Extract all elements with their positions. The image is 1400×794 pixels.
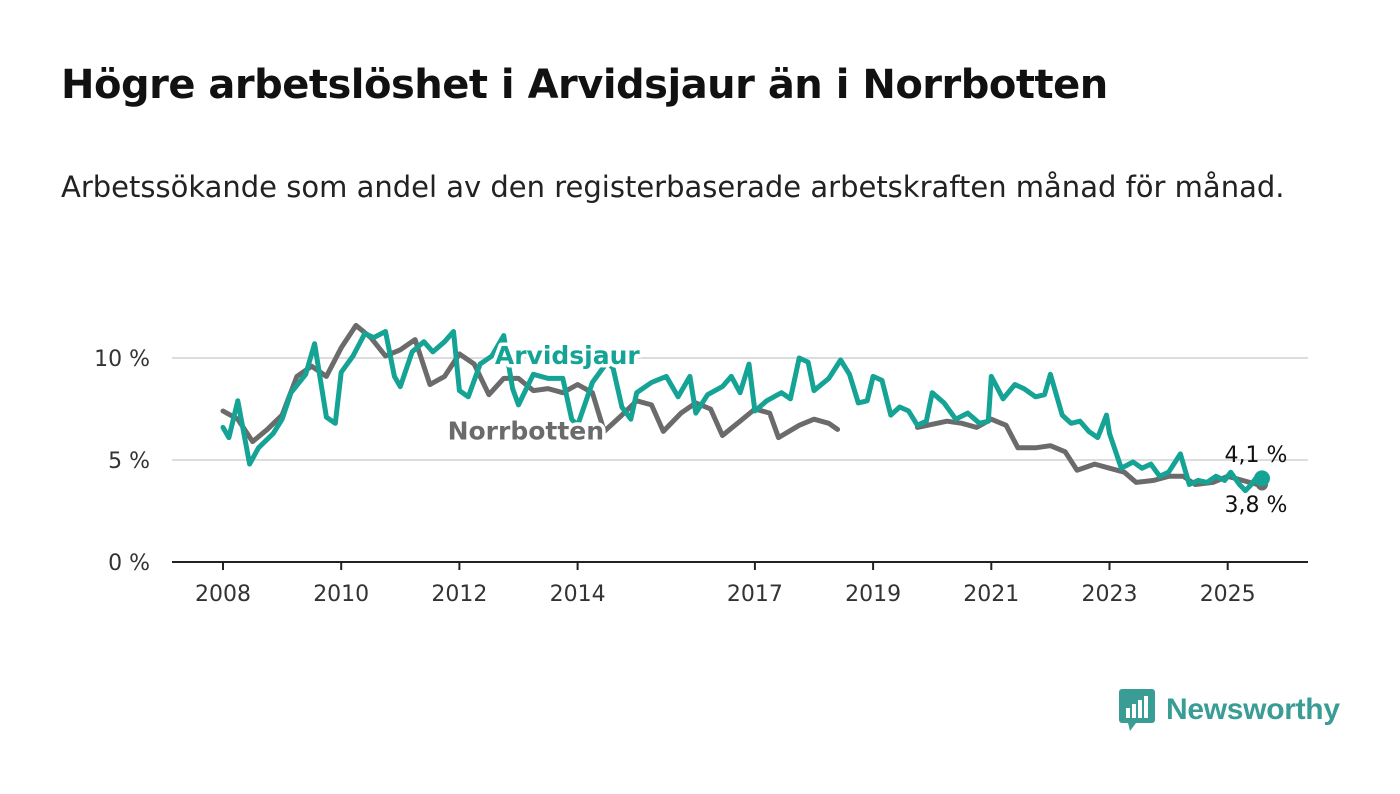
- x-tick-label: 2014: [550, 582, 606, 607]
- x-tick-label: 2010: [313, 582, 369, 607]
- series-norrbotten-line: [220, 322, 841, 445]
- series-label-norrbotten: Norrbotten: [448, 417, 604, 446]
- series-arvidsjaur-line: [220, 329, 1265, 494]
- end-label-arvidsjaur: 4,1 %: [1225, 443, 1288, 468]
- y-tick-label: 5 %: [108, 449, 150, 474]
- x-tick-label: 2023: [1082, 582, 1138, 607]
- x-tick-label: 2012: [431, 582, 487, 607]
- x-tick-label: 2019: [845, 582, 901, 607]
- series-label-arvidsjaur-halo: Arvidsjaur: [495, 341, 641, 370]
- y-tick-label: 10 %: [94, 347, 150, 372]
- y-tick-label: 0 %: [108, 551, 150, 576]
- x-tick-label: 2021: [963, 582, 1019, 607]
- brand: Newsworthy: [1118, 688, 1340, 732]
- chart-subtitle: Arbetssökande som andel av den registerb…: [61, 170, 1285, 204]
- end-label-norrbotten: 3,8 %: [1225, 493, 1288, 518]
- series-label-arvidsjaur: Arvidsjaur: [495, 341, 641, 370]
- x-tick-label: 2017: [727, 582, 783, 607]
- chart-title: Högre arbetslöshet i Arvidsjaur än i Nor…: [61, 62, 1108, 108]
- brand-name: Newsworthy: [1166, 693, 1340, 726]
- newsworthy-logo-icon: [1119, 689, 1155, 731]
- x-tick-label: 2025: [1200, 582, 1256, 607]
- series-label-norrbotten-halo: Norrbotten: [448, 417, 604, 446]
- x-tick-label: 2008: [195, 582, 251, 607]
- series-arvidsjaur-end-point: [1253, 470, 1270, 487]
